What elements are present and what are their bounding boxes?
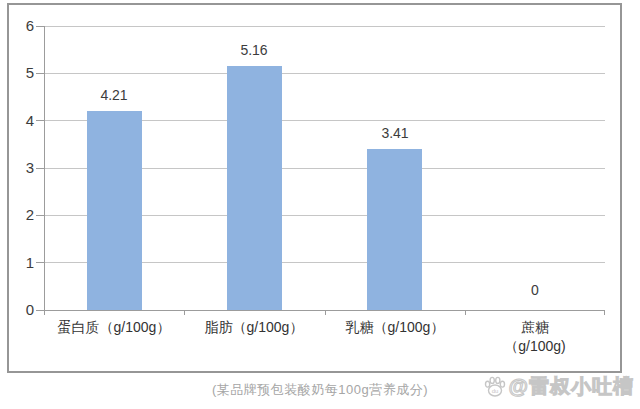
category-label-1: 脂肪（g/100g） [184,318,324,337]
x-axis-tick-2 [325,310,326,315]
y-tick-label-6: 6 [8,18,34,34]
value-label-2: 3.41 [355,125,435,141]
watermark: du @雷叔小吐槽 [484,373,634,400]
category-label-0: 蛋白质（g/100g） [44,318,184,337]
baidu-paw-icon: du [484,376,506,398]
y-axis-line [44,26,45,310]
y-axis-tick-6 [36,26,44,27]
category-label-2: 乳糖（g/100g） [325,318,465,337]
y-tick-label-0: 0 [8,302,34,318]
y-axis-tick-2 [36,215,44,216]
watermark-text: @雷叔小吐槽 [508,373,634,400]
y-axis-tick-4 [36,120,44,121]
chart-image: 0 1 2 3 4 5 6 4.21 蛋白质（g/100g） 5.16 脂肪（g/100g） 3.41… [0,0,640,409]
y-axis-tick-0 [36,310,44,311]
y-axis-tick-5 [36,73,44,74]
plot-area: 01234564.21蛋白质（g/100g）5.16脂肪（g/100g）3.41… [44,26,605,310]
value-label-1: 5.16 [214,42,294,58]
svg-text:du: du [492,388,499,394]
y-axis-tick-1 [36,262,44,263]
category-label-3: 蔗糖 （g/100g) [465,318,605,356]
y-tick-label-1: 1 [8,255,34,271]
y-axis-tick-3 [36,168,44,169]
bar-0 [87,111,142,310]
y-tick-label-4: 4 [8,113,34,129]
y-tick-label-2: 2 [8,207,34,223]
value-label-3: 0 [495,282,575,298]
gridline-y-6 [44,26,605,27]
x-axis-tick-3 [465,310,466,315]
x-axis-line [44,310,605,311]
bar-1 [227,66,282,310]
y-tick-label-5: 5 [8,65,34,81]
x-axis-tick-1 [184,310,185,315]
y-tick-label-3: 3 [8,160,34,176]
chart-frame: 0 1 2 3 4 5 6 4.21 蛋白质（g/100g） 5.16 脂肪（g/100g） 3.41… [7,3,622,373]
bar-2 [367,149,422,310]
x-axis-tick-end [604,310,605,315]
x-axis-tick-0 [44,310,45,315]
gridline-y-5 [44,73,605,74]
value-label-0: 4.21 [74,87,154,103]
